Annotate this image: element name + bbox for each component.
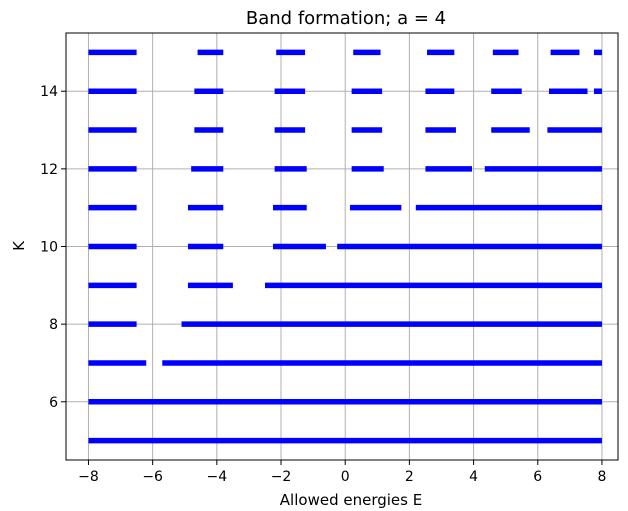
x-axis-ticks: −8 −6 −4 −2 0 2 4 6 8 bbox=[78, 460, 606, 485]
y-tick-label: 10 bbox=[40, 240, 58, 256]
x-tick-label: −6 bbox=[142, 469, 163, 485]
y-tick-label: 14 bbox=[40, 84, 58, 100]
x-tick-label: 2 bbox=[405, 469, 414, 485]
y-tick-label: 12 bbox=[40, 162, 58, 178]
x-tick-label: −4 bbox=[207, 469, 228, 485]
x-tick-label: −2 bbox=[271, 469, 292, 485]
y-axis-label: K bbox=[10, 240, 28, 251]
y-tick-label: 6 bbox=[49, 395, 58, 411]
band-segments bbox=[88, 49, 602, 444]
x-tick-label: 4 bbox=[469, 469, 478, 485]
y-tick-label: 8 bbox=[49, 317, 58, 333]
x-axis-label: Allowed energies E bbox=[280, 491, 422, 509]
chart-title: Band formation; a = 4 bbox=[246, 8, 446, 29]
y-axis-ticks: 6 8 10 12 14 bbox=[40, 84, 66, 411]
x-tick-label: 8 bbox=[597, 469, 606, 485]
x-tick-label: −8 bbox=[78, 469, 99, 485]
x-tick-label: 6 bbox=[533, 469, 542, 485]
x-tick-label: 0 bbox=[341, 469, 350, 485]
